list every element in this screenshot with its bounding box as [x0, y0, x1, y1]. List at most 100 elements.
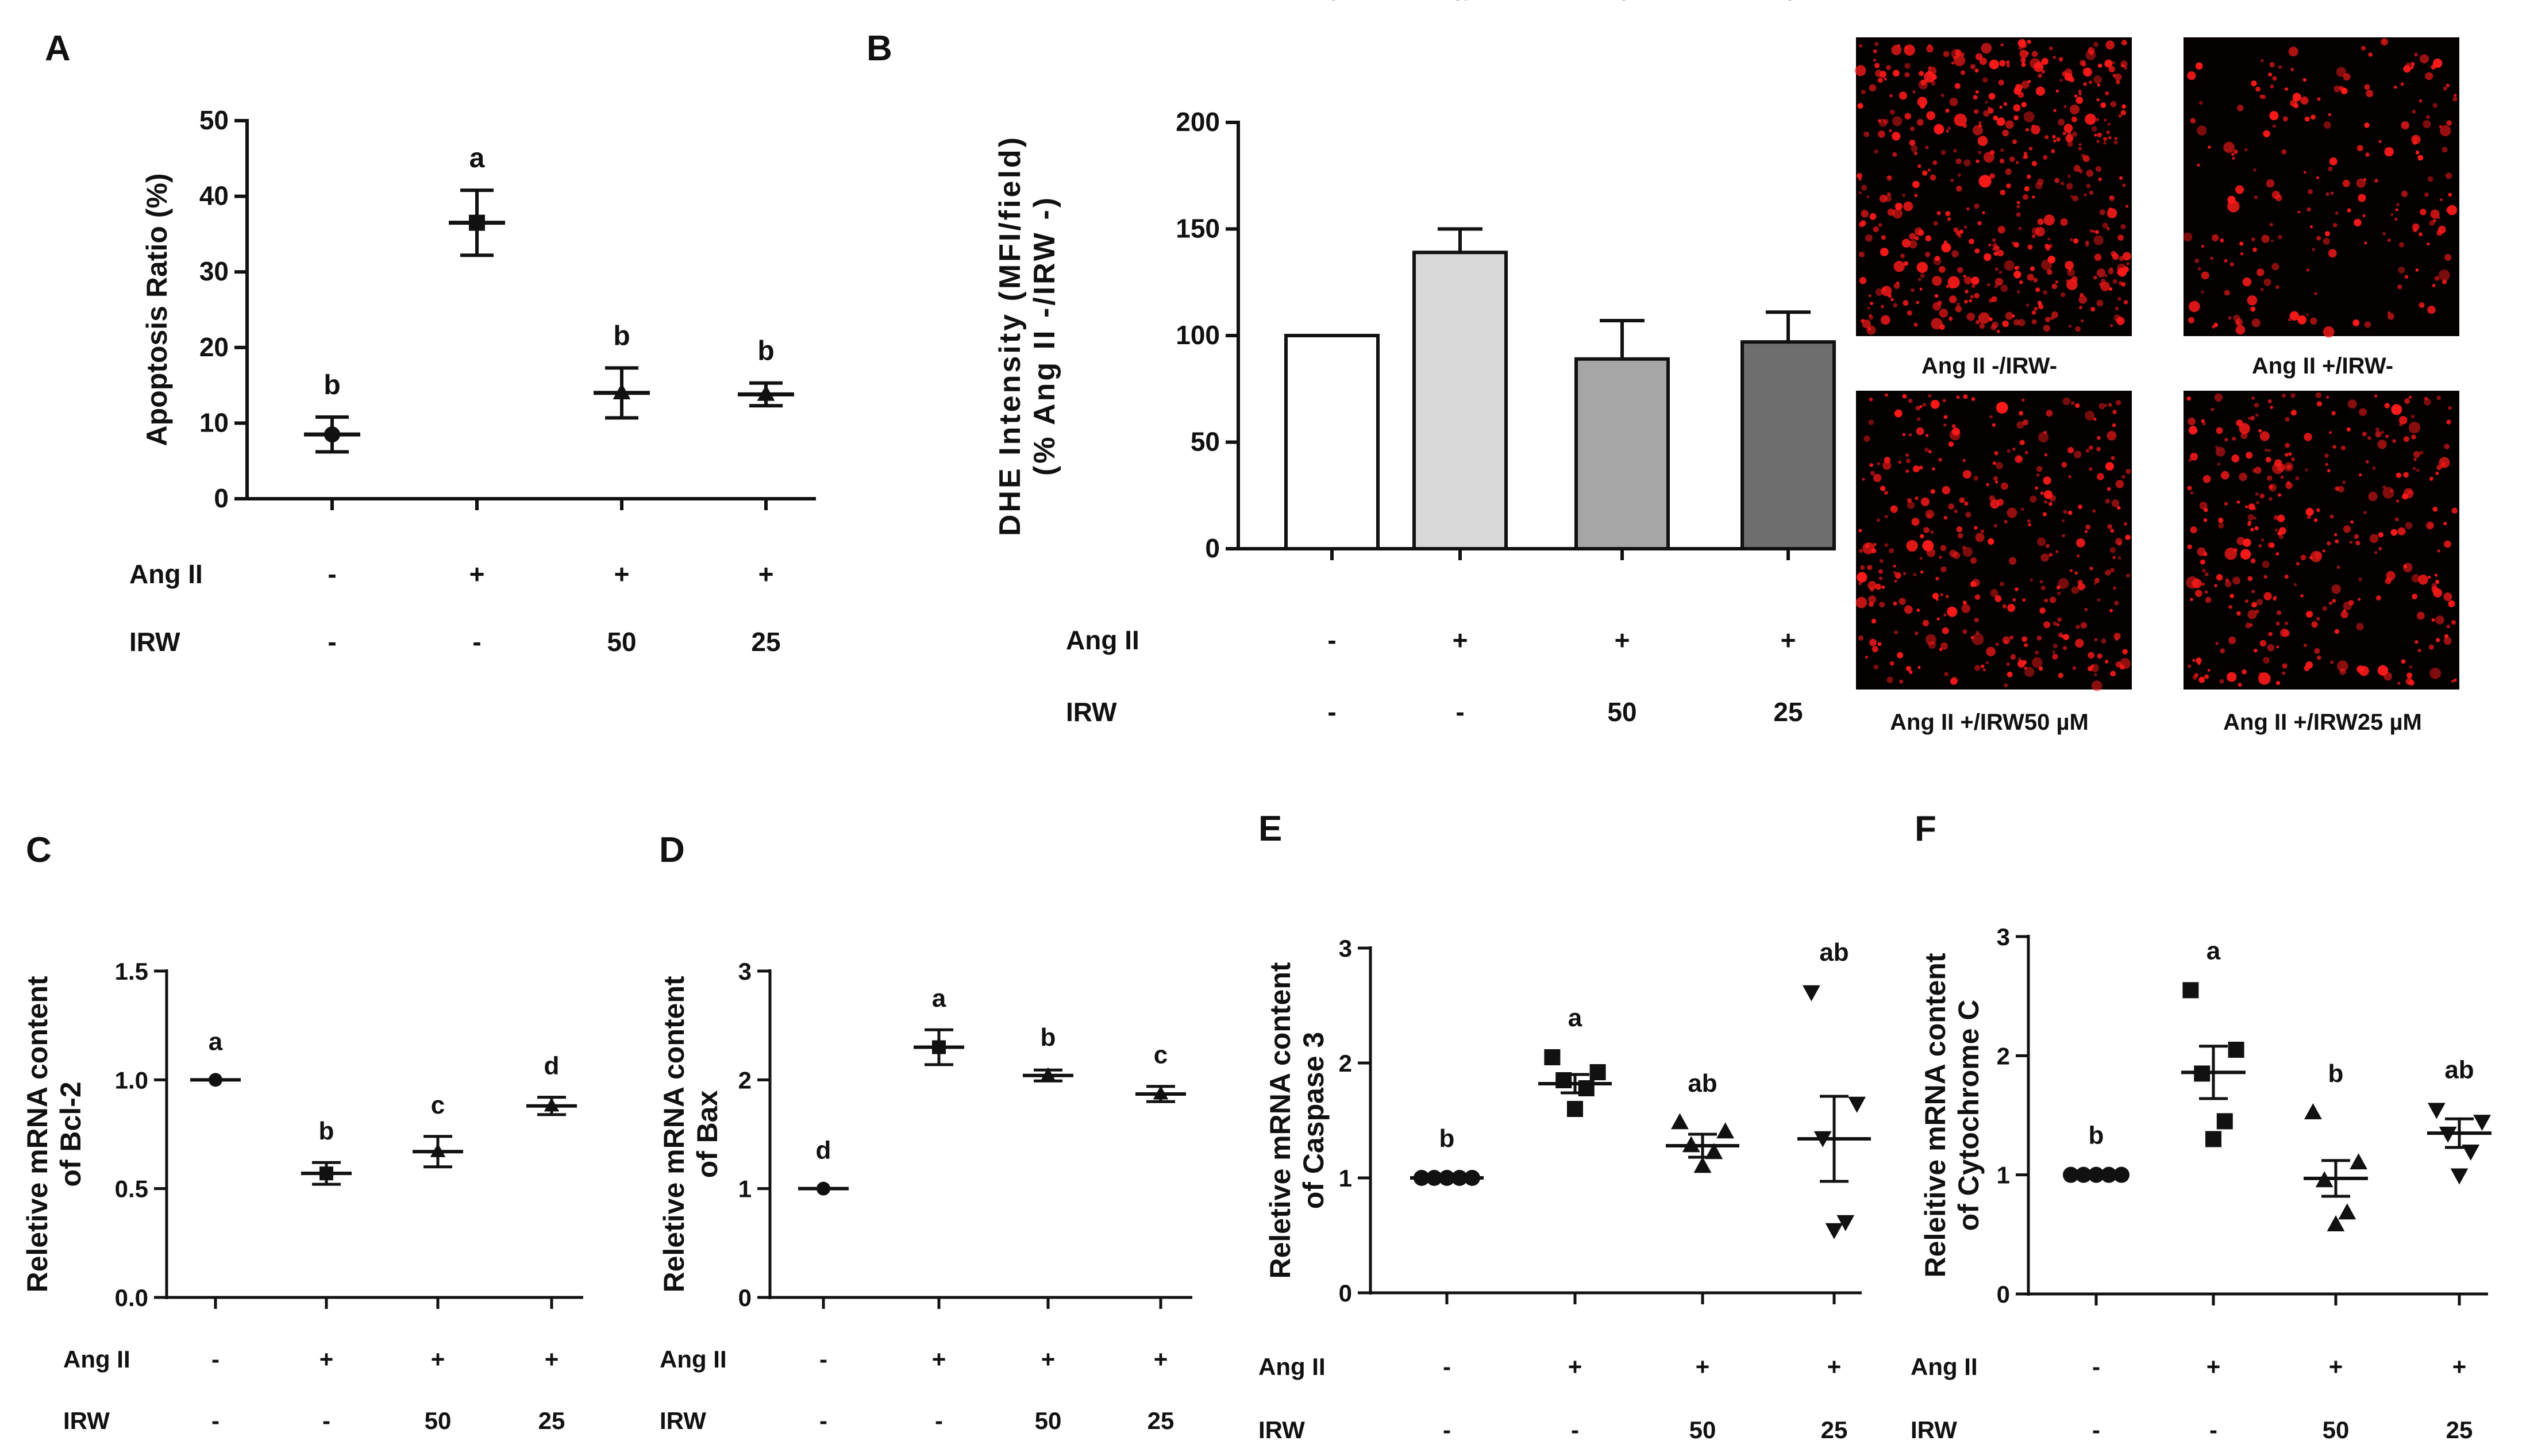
fluorescent-spot — [1971, 284, 1976, 288]
fluorescent-spot — [2034, 62, 2044, 72]
fluorescent-spot — [1865, 544, 1870, 548]
fluorescent-spot — [2125, 534, 2131, 540]
fluorescent-spot — [2190, 452, 2198, 461]
fluorescent-spot — [2038, 666, 2043, 671]
fluorescent-spot — [2363, 178, 2367, 182]
fluorescent-spot — [2392, 439, 2396, 443]
significance-letter: b — [1323, 0, 1340, 6]
fluorescent-spot — [2419, 450, 2424, 455]
fluorescent-spot — [2000, 190, 2006, 195]
fluorescent-spot — [2451, 507, 2458, 514]
fluorescent-spot — [2099, 209, 2105, 215]
fluorescent-spot — [2032, 227, 2039, 235]
micrograph-background — [2184, 391, 2459, 690]
fluorescent-spot — [2096, 446, 2101, 452]
fluorescent-spot — [1991, 296, 1997, 302]
fluorescent-spot — [1869, 213, 1877, 220]
fluorescent-spot — [2435, 471, 2439, 475]
fluorescent-spot — [2044, 500, 2047, 504]
fluorescent-spot — [2350, 520, 2354, 524]
micrograph-background — [2184, 37, 2459, 336]
fluorescent-spot — [2201, 583, 2205, 586]
fluorescent-spot — [2378, 532, 2383, 538]
fluorescent-spot — [2268, 496, 2273, 501]
fluorescent-spot — [2436, 230, 2443, 236]
fluorescent-spot — [1916, 261, 1928, 274]
fluorescent-spot — [2359, 473, 2362, 477]
fluorescent-spot — [1949, 295, 1957, 303]
fluorescent-spot — [2390, 213, 2394, 216]
fluorescent-spot — [1916, 427, 1924, 436]
fluorescent-spot — [2447, 205, 2458, 215]
fluorescent-spot — [2256, 599, 2263, 606]
fluorescent-spot — [1890, 506, 1895, 510]
fluorescent-spot — [1915, 406, 1920, 411]
fluorescent-spot — [1981, 43, 1992, 54]
fluorescent-spot — [1913, 572, 1917, 576]
fluorescent-spot — [2051, 311, 2058, 318]
fluorescent-spot — [2337, 660, 2348, 672]
fluorescent-spot — [1926, 111, 1935, 120]
fluorescent-spot — [1925, 145, 1929, 149]
fluorescent-spot — [1867, 581, 1877, 590]
fluorescent-spot — [1995, 642, 1999, 646]
fluorescent-spot — [1897, 652, 1904, 658]
fluorescent-spot — [2096, 436, 2101, 440]
fluorescent-spot — [1883, 119, 1889, 125]
fluorescent-spot — [1862, 477, 1865, 481]
fluorescent-spot — [1987, 283, 1990, 287]
fluorescent-spot — [1886, 65, 1891, 70]
fluorescent-spot — [2198, 101, 2203, 105]
fluorescent-spot — [2215, 446, 2225, 457]
fluorescent-spot — [2018, 226, 2022, 230]
fluorescent-spot — [2097, 473, 2104, 480]
significance-letter: b — [1041, 1023, 1056, 1051]
fluorescent-spot — [2296, 562, 2300, 566]
fluorescent-spot — [1947, 217, 1951, 221]
fluorescent-spot — [2121, 64, 2125, 68]
row-label-irw: IRW — [63, 1407, 110, 1434]
fluorescent-spot — [1882, 461, 1892, 470]
fluorescent-spot — [1884, 77, 1887, 81]
fluorescent-spot — [2252, 506, 2256, 510]
fluorescent-spot — [1951, 424, 1956, 429]
fluorescent-spot — [2031, 319, 2037, 325]
fluorescent-spot — [2352, 319, 2360, 326]
irw-value: - — [211, 1407, 220, 1434]
fluorescent-spot — [1908, 399, 1913, 403]
fluorescent-spot — [2023, 111, 2035, 122]
fluorescent-spot — [2413, 467, 2416, 471]
fluorescent-spot — [2092, 229, 2096, 233]
fluorescent-spot — [2263, 592, 2272, 600]
fluorescent-spot — [2268, 631, 2273, 637]
fluorescent-spot — [2027, 274, 2034, 281]
fluorescent-spot — [2297, 210, 2301, 214]
fluorescent-spot — [2224, 259, 2228, 263]
fluorescent-spot — [1874, 42, 1879, 47]
fluorescent-spot — [1892, 132, 1901, 141]
fluorescent-spot — [1954, 83, 1961, 89]
fluorescent-spot — [1942, 399, 1946, 403]
fluorescent-spot — [2330, 191, 2334, 195]
fluorescent-spot — [2428, 575, 2431, 579]
fluorescent-spot — [2254, 526, 2259, 531]
fluorescent-spot — [2043, 431, 2047, 434]
fluorescent-spot — [2251, 318, 2261, 328]
fluorescent-spot — [2446, 172, 2452, 179]
data-point — [1825, 1223, 1843, 1239]
fluorescent-spot — [2013, 104, 2021, 112]
fluorescent-spot — [1930, 399, 1940, 409]
fluorescent-spot — [2306, 515, 2311, 519]
fluorescent-spot — [2197, 547, 2206, 556]
fluorescent-spot — [2096, 299, 2104, 307]
fluorescent-spot — [2090, 307, 2096, 312]
fluorescent-spot — [2432, 219, 2436, 223]
fluorescent-spot — [2117, 263, 2127, 274]
fluorescent-spot — [2108, 403, 2112, 407]
fluorescent-spot — [1868, 595, 1877, 603]
fluorescent-spot — [2064, 76, 2067, 80]
fluorescent-spot — [2435, 638, 2440, 642]
fluorescent-spot — [1994, 595, 2002, 602]
fluorescent-spot — [2404, 398, 2410, 405]
fluorescent-spot — [1957, 173, 1961, 177]
